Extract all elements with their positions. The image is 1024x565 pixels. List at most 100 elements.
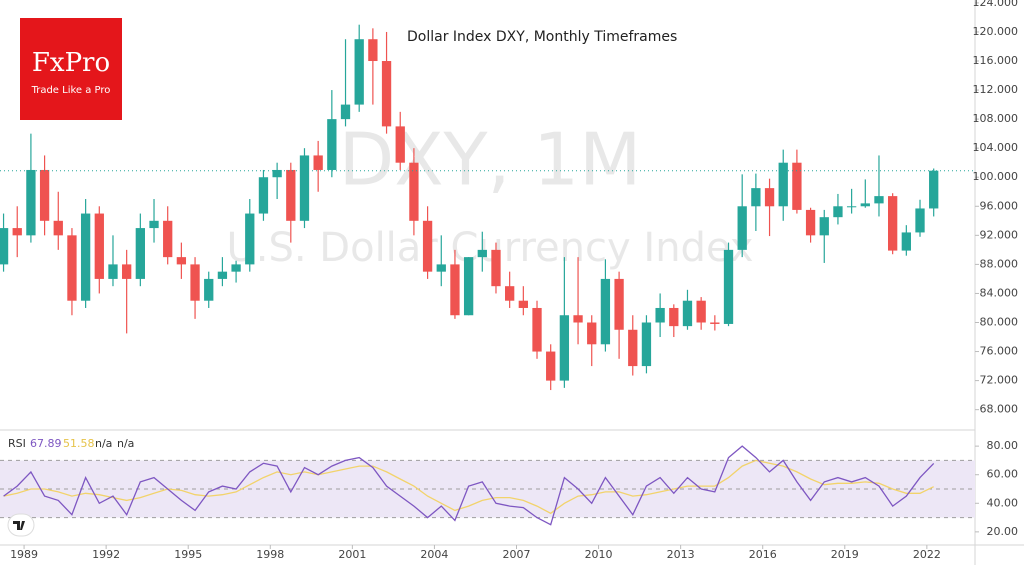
candle-body (395, 126, 405, 163)
candle-body (669, 307, 679, 327)
candle-body (39, 169, 50, 221)
rsi-line (3, 445, 935, 526)
candle-body (340, 104, 351, 120)
y-tick-label: 100.000 (973, 170, 1019, 183)
y-tick-label: 84.000 (980, 286, 1019, 299)
candle-body (190, 264, 200, 301)
candle-body (313, 155, 323, 170)
candle-body (204, 278, 214, 301)
candle-body (108, 264, 118, 279)
candle-body (149, 220, 159, 229)
candle-body (354, 39, 364, 105)
candle-body (231, 264, 241, 272)
candle-body (217, 271, 228, 279)
y-tick-label: 72.000 (980, 374, 1019, 387)
candle-body (764, 188, 775, 207)
candle-body (463, 257, 474, 316)
candle-body (682, 300, 693, 327)
rsi-ma-value: 51.58 (63, 437, 95, 450)
candle-body (176, 257, 187, 265)
y-tick-label: 68.000 (980, 403, 1019, 416)
candle-body (0, 228, 9, 265)
candle-body (874, 196, 884, 204)
candle-body (600, 278, 611, 345)
y-tick-label: 108.000 (973, 112, 1019, 125)
y-tick-label: 40.00 (987, 496, 1019, 509)
rsi-legend: RSI 67.89 51.58 n/a n/a (8, 437, 134, 450)
candle-body (381, 61, 392, 127)
candle-body (163, 220, 173, 258)
x-tick-label: 2001 (338, 548, 366, 561)
y-tick-label: 60.00 (987, 468, 1019, 481)
x-tick-label: 2007 (502, 548, 530, 561)
candle-body (258, 177, 269, 214)
x-tick-label: 2004 (420, 548, 448, 561)
candle-body (477, 249, 487, 258)
candle-body (723, 249, 734, 324)
candle-body (901, 232, 911, 251)
candle-body (94, 213, 104, 279)
y-tick-label: 76.000 (980, 345, 1019, 358)
y-tick-label: 96.000 (980, 199, 1019, 212)
candle-body (888, 196, 898, 251)
y-tick-label: 112.000 (973, 83, 1019, 96)
candle-body (546, 351, 556, 381)
candle-body (67, 235, 77, 301)
x-tick-label: 2016 (749, 548, 777, 561)
candle-body (436, 264, 446, 272)
candle-body (450, 264, 460, 316)
candle-body (491, 249, 501, 287)
candle-body (559, 315, 570, 381)
candle-body (26, 169, 36, 236)
candle-body (833, 206, 843, 218)
candle-body (532, 307, 542, 352)
candle-body (696, 300, 706, 323)
rsi-status: n/a (117, 437, 134, 450)
y-tick-label: 120.000 (973, 25, 1019, 38)
y-tick-label: 116.000 (973, 54, 1019, 67)
candle-body (628, 329, 638, 367)
rsi-line (3, 459, 934, 515)
candle-body (819, 217, 829, 236)
x-tick-label: 2013 (667, 548, 695, 561)
x-tick-label: 1992 (92, 548, 120, 561)
candle-body (573, 315, 583, 323)
candle-body (135, 228, 145, 279)
candle-body (737, 206, 747, 250)
candle-body (327, 119, 337, 170)
candle-body (805, 209, 816, 236)
x-tick-label: 1989 (10, 548, 38, 561)
candle-body (368, 39, 378, 62)
candle-body (778, 162, 788, 207)
watermark: DXY, 1M (339, 118, 641, 202)
y-tick-label: 20.00 (987, 525, 1019, 538)
candle-body (286, 169, 296, 221)
candle-body (299, 155, 310, 221)
x-tick-label: 1995 (174, 548, 202, 561)
candle-body (655, 307, 665, 323)
candle-body (80, 213, 91, 301)
candle-body (122, 264, 132, 279)
logo-name: FxPro (32, 48, 110, 78)
tv-logo (7, 513, 35, 537)
chart-title: Dollar Index DXY, Monthly Timeframes (407, 29, 677, 45)
rsi-status: n/a (95, 437, 112, 450)
candle-body (505, 286, 515, 301)
logo (20, 18, 122, 120)
x-tick-label: 2019 (831, 548, 859, 561)
candle-body (751, 188, 761, 207)
x-tick-label: 2010 (585, 548, 613, 561)
watermark-subtitle: U.S. Dollar Currency Index (226, 225, 753, 271)
y-tick-label: 124.000 (973, 0, 1019, 9)
candle-body (409, 162, 419, 221)
candle-body (12, 228, 22, 236)
candle-body (245, 213, 255, 265)
rsi-label: RSI (8, 437, 26, 450)
candle-body (915, 208, 925, 233)
y-tick-label: 88.000 (980, 257, 1019, 270)
logo-tagline: Trade Like a Pro (31, 85, 111, 96)
candle-body (272, 169, 282, 178)
x-tick-label: 2022 (913, 548, 941, 561)
y-tick-label: 104.000 (973, 141, 1019, 154)
